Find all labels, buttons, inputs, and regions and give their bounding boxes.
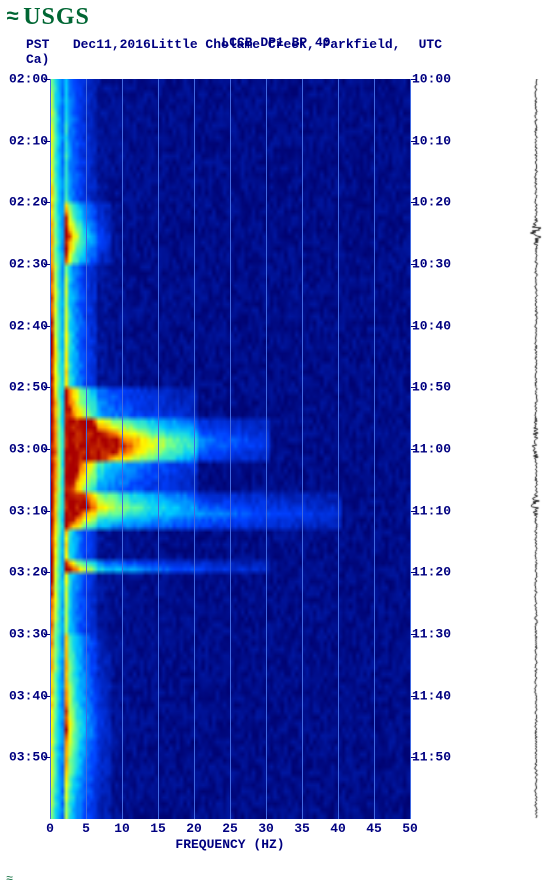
logo-wave-icon: ≈ (6, 7, 19, 29)
gridline (122, 79, 123, 819)
waveform-trace (528, 79, 544, 819)
y-tick-right: 11:20 (410, 565, 451, 580)
y-tick-right: 10:30 (410, 256, 451, 271)
waveform-canvas (528, 79, 544, 819)
x-tick-label: 35 (294, 819, 310, 836)
y-tick-right: 11:40 (410, 688, 451, 703)
logo-text: USGS (23, 4, 90, 31)
timezone-row: PST Dec11,2016Little Cholame Creek, Park… (0, 37, 552, 67)
x-tick-label: 40 (330, 819, 346, 836)
tz-left: PST (26, 37, 49, 52)
gridline (266, 79, 267, 819)
x-tick-label: 30 (258, 819, 274, 836)
plot-area: FREQUENCY (HZ) 02:0010:0002:1010:1002:20… (0, 67, 552, 867)
gridline (86, 79, 87, 819)
tz-right: UTC (419, 37, 442, 67)
gridline (158, 79, 159, 819)
x-axis-label: FREQUENCY (HZ) (50, 837, 410, 852)
gridline (410, 79, 411, 819)
y-tick-right: 11:30 (410, 626, 451, 641)
gridline (338, 79, 339, 819)
gridline (302, 79, 303, 819)
x-tick-label: 10 (114, 819, 130, 836)
x-tick-label: 5 (82, 819, 90, 836)
x-tick-label: 50 (402, 819, 418, 836)
footer-wave-icon: ≈ (6, 872, 13, 886)
spectrogram: FREQUENCY (HZ) 02:0010:0002:1010:1002:20… (50, 79, 410, 819)
x-tick-label: 15 (150, 819, 166, 836)
x-tick-label: 20 (186, 819, 202, 836)
y-tick-right: 11:50 (410, 750, 451, 765)
gridline (374, 79, 375, 819)
x-tick-label: 25 (222, 819, 238, 836)
title-date: Dec11,2016 (73, 37, 151, 52)
y-tick-right: 10:50 (410, 380, 451, 395)
gridline (50, 79, 51, 819)
y-tick-right: 11:00 (410, 441, 451, 456)
x-tick-label: 45 (366, 819, 382, 836)
y-tick-right: 10:40 (410, 318, 451, 333)
gridline (194, 79, 195, 819)
usgs-logo: ≈ USGS (0, 0, 552, 35)
x-tick-label: 0 (46, 819, 54, 836)
y-tick-right: 11:10 (410, 503, 451, 518)
y-tick-right: 10:00 (410, 71, 451, 86)
gridline (230, 79, 231, 819)
y-tick-right: 10:10 (410, 133, 451, 148)
y-tick-right: 10:20 (410, 195, 451, 210)
